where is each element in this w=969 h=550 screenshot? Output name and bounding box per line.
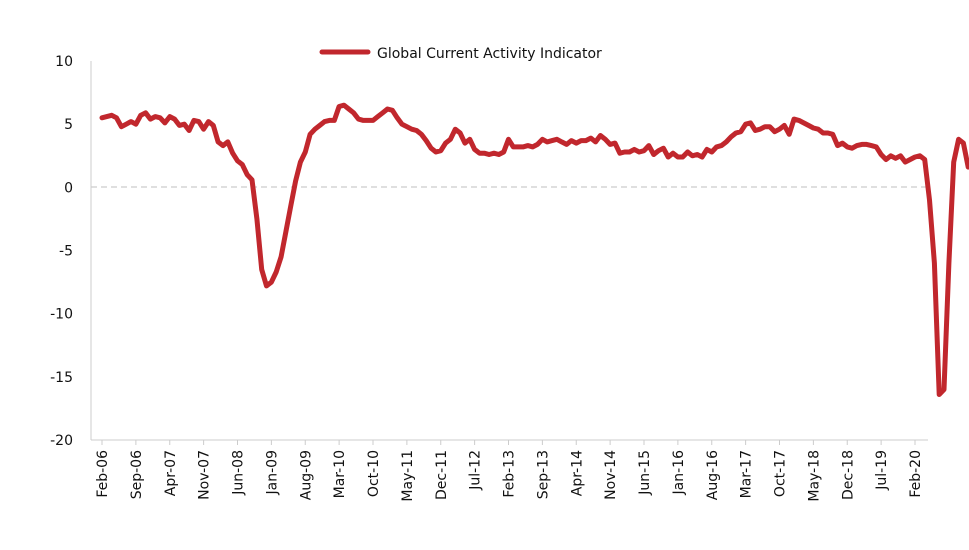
y-axis-ticks: 10 5 0 -5 -10 -15 -20 bbox=[50, 54, 73, 449]
x-tick-label: Feb-20 bbox=[908, 450, 924, 498]
x-tick-label: Apr-07 bbox=[163, 450, 179, 496]
series-line-global-current-activity-indicator bbox=[99, 102, 969, 397]
x-tick-label: Jun-08 bbox=[231, 450, 247, 496]
x-axis-ticks: Feb-06 Sep-06 Apr-07 Nov-07 Jun-08 Jan-09 Aug-… bbox=[95, 440, 924, 502]
x-tick-label: Aug-16 bbox=[705, 450, 721, 500]
x-tick-label: Dec-18 bbox=[840, 450, 856, 500]
x-tick-label: Feb-06 bbox=[95, 450, 111, 498]
x-tick-label: Mar-10 bbox=[332, 450, 348, 498]
y-tick-label: 10 bbox=[55, 54, 73, 70]
y-tick-label: -15 bbox=[50, 370, 73, 386]
y-tick-label: -5 bbox=[59, 244, 73, 260]
y-tick-label: -20 bbox=[50, 433, 73, 449]
x-tick-label: May-18 bbox=[806, 450, 822, 502]
x-tick-label: Jun-15 bbox=[637, 450, 653, 496]
x-tick-label: Dec-11 bbox=[434, 450, 450, 500]
x-tick-label: Oct-17 bbox=[773, 450, 789, 497]
x-tick-label: Apr-14 bbox=[569, 450, 585, 496]
legend: Global Current Activity Indicator bbox=[319, 46, 602, 62]
x-tick-label: Jul-12 bbox=[468, 450, 484, 491]
x-tick-label: Nov-14 bbox=[603, 450, 619, 500]
x-tick-label: Nov-07 bbox=[197, 450, 213, 500]
x-tick-label: Jul-19 bbox=[874, 450, 890, 491]
y-tick-label: -10 bbox=[50, 307, 73, 323]
x-tick-label: Jan-09 bbox=[264, 450, 280, 495]
x-tick-label: Sep-06 bbox=[129, 450, 145, 499]
x-tick-label: Mar-17 bbox=[739, 450, 755, 498]
x-tick-label: Oct-10 bbox=[366, 450, 382, 497]
legend-label: Global Current Activity Indicator bbox=[377, 46, 602, 62]
x-tick-label: Jan-16 bbox=[671, 450, 687, 496]
x-tick-label: May-11 bbox=[400, 450, 416, 502]
y-tick-label: 0 bbox=[64, 180, 73, 196]
x-tick-label: Aug-09 bbox=[298, 450, 314, 500]
x-tick-label: Feb-13 bbox=[502, 450, 518, 498]
x-tick-label: Sep-13 bbox=[535, 450, 551, 499]
y-tick-label: 5 bbox=[64, 117, 73, 133]
